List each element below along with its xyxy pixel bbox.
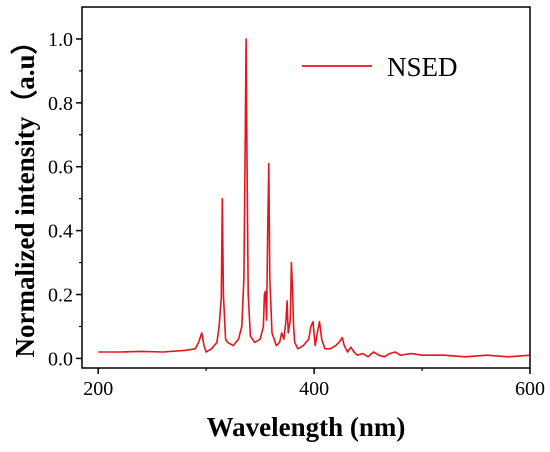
y-tick-label: 0.8 bbox=[48, 93, 73, 115]
x-tick-label: 200 bbox=[83, 378, 113, 400]
plot-area bbox=[98, 38, 531, 358]
y-tick-label: 0.6 bbox=[48, 157, 73, 179]
legend-label: NSED bbox=[387, 52, 458, 82]
x-tick-label: 600 bbox=[515, 378, 545, 400]
x-axis-title: Wavelength (nm) bbox=[207, 412, 406, 442]
y-tick-label: 0.2 bbox=[48, 285, 73, 307]
plot-frame bbox=[81, 6, 531, 369]
y-tick-label: 0.0 bbox=[48, 348, 73, 370]
series-line-0 bbox=[98, 38, 531, 358]
legend: NSED bbox=[302, 52, 458, 82]
y-tick-label: 1.0 bbox=[48, 29, 73, 51]
y-tick-label: 0.4 bbox=[48, 221, 73, 243]
x-tick-label: 400 bbox=[299, 378, 329, 400]
y-axis-title: Normalized intensity（a.u） bbox=[10, 28, 40, 358]
axes: 200 400 600 0.0 0.2 0.4 0.6 0.8 1.0 bbox=[48, 6, 545, 400]
